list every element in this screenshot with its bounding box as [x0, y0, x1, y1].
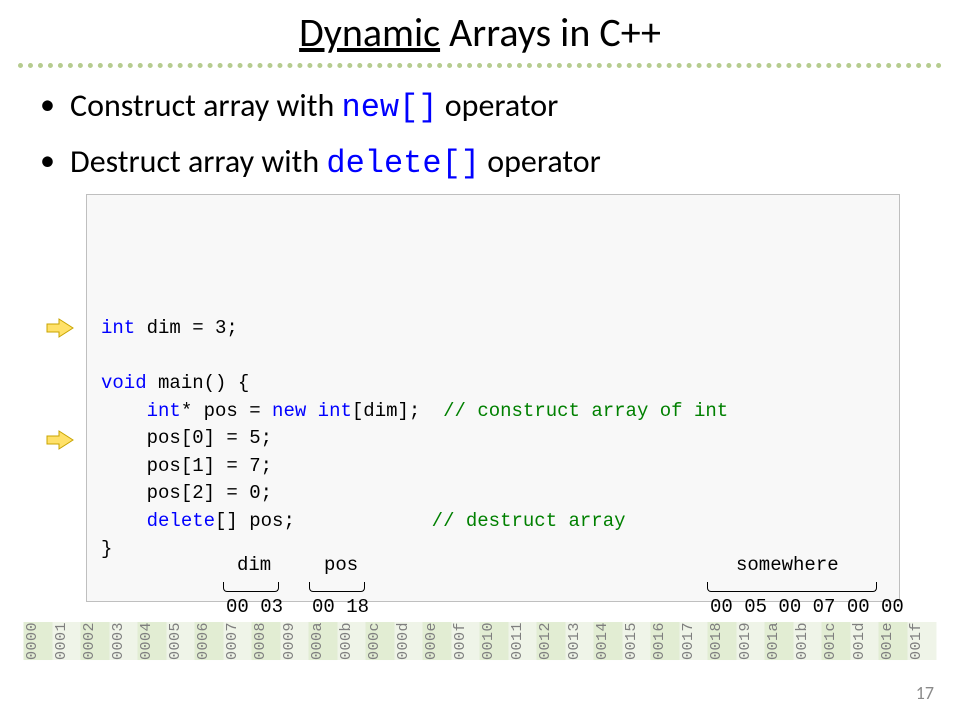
- address-cell: 000a: [309, 622, 338, 660]
- memory-value: 00 05 00 07 00 00: [710, 596, 904, 618]
- address-cell: 0005: [167, 622, 196, 660]
- code-block: int dim = 3; void main() { int* pos = ne…: [86, 194, 900, 602]
- bullet-1-post: operator: [438, 86, 559, 125]
- address-cell: 000c: [366, 622, 395, 660]
- address-cell: 000e: [423, 622, 452, 660]
- bullet-2-code: delete[]: [326, 145, 480, 182]
- address-cell: 0010: [480, 622, 509, 660]
- memory-value: 00 03: [226, 596, 283, 618]
- address-cell: 0011: [509, 622, 538, 660]
- address-cell: 0016: [651, 622, 680, 660]
- page-number: 17: [916, 682, 934, 704]
- address-cell: 0002: [81, 622, 110, 660]
- memory-diagram: dim pos somewhere 00 03 00 18 00 05 00 07 00…: [0, 554, 960, 660]
- bullet-1-pre: Construct array with: [70, 86, 342, 125]
- address-cell: 000d: [395, 622, 424, 660]
- address-cell: 0000: [24, 622, 53, 660]
- address-cell: 0003: [110, 622, 139, 660]
- memory-value: 00 18: [312, 596, 369, 618]
- memory-label: somewhere: [736, 554, 839, 576]
- address-cell: 0008: [252, 622, 281, 660]
- bullet-1: Construct array with new[] operator: [34, 82, 960, 132]
- address-cell: 001a: [765, 622, 794, 660]
- title-rest: Arrays in C++: [440, 8, 661, 57]
- address-cell: 001d: [851, 622, 880, 660]
- address-cell: 0018: [708, 622, 737, 660]
- address-cell: 000b: [338, 622, 367, 660]
- bullet-2-pre: Destruct array with: [70, 142, 326, 181]
- memory-labels: dim pos somewhere: [24, 554, 936, 582]
- memory-values: 00 03 00 18 00 05 00 07 00 00: [24, 594, 936, 622]
- address-cell: 001f: [908, 622, 937, 660]
- address-cell: 0004: [138, 622, 167, 660]
- bullet-2-post: operator: [480, 142, 601, 181]
- address-cell: 0017: [680, 622, 709, 660]
- address-cell: 0001: [53, 622, 82, 660]
- memory-label: pos: [324, 554, 358, 576]
- arrow-icon: [45, 429, 75, 451]
- memory-label: dim: [237, 554, 271, 576]
- address-cell: 0013: [566, 622, 595, 660]
- address-cell: 0015: [623, 622, 652, 660]
- address-cell: 0012: [537, 622, 566, 660]
- arrow-icon: [45, 317, 75, 339]
- title-rule: [18, 63, 942, 68]
- address-cell: 0014: [594, 622, 623, 660]
- address-cell: 001b: [794, 622, 823, 660]
- address-cell: 0019: [737, 622, 766, 660]
- title-underlined: Dynamic: [299, 8, 440, 57]
- address-strip: 0000000100020003000400050006000700080009…: [24, 622, 936, 660]
- bullet-list: Construct array with new[] operator Dest…: [34, 82, 960, 188]
- memory-brackets: [24, 582, 936, 594]
- address-cell: 001e: [879, 622, 908, 660]
- slide-title: Dynamic Arrays in C++: [0, 0, 960, 57]
- bullet-1-code: new[]: [342, 89, 438, 126]
- code-lines: int dim = 3; void main() { int* pos = ne…: [101, 315, 885, 563]
- address-cell: 0006: [195, 622, 224, 660]
- bullet-2: Destruct array with delete[] operator: [34, 138, 960, 188]
- address-cell: 0009: [281, 622, 310, 660]
- address-cell: 0007: [224, 622, 253, 660]
- address-cell: 000f: [452, 622, 481, 660]
- address-cell: 001c: [822, 622, 851, 660]
